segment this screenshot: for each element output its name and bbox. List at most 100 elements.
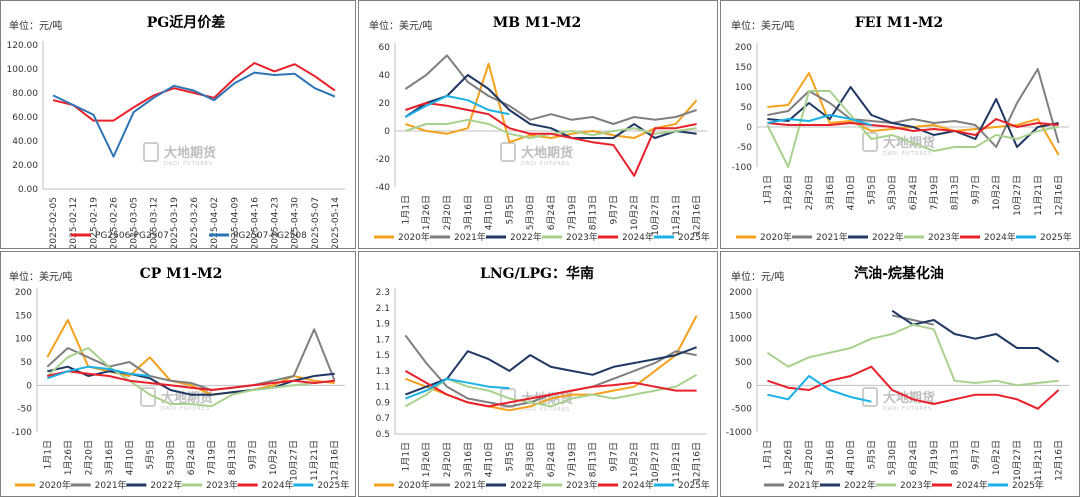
watermark-sub: DADI FUTURES	[883, 151, 932, 157]
series-line-2	[767, 68, 1060, 148]
legend-label: 2025年	[1012, 479, 1044, 491]
x-tick-label: 5月30日	[525, 195, 536, 230]
legend-label: 2022年	[510, 479, 542, 491]
x-tick-label: 1月26日	[421, 195, 432, 230]
legend-label: 2025年	[678, 479, 710, 491]
x-tick-label: 9月7日	[248, 440, 259, 469]
x-tick-label: 12月16日	[1054, 440, 1065, 481]
chart-panel-mb: MB M1-M2 单位：美元/吨 大地期货 DADI FUTURES -40 -20 0 20…	[358, 0, 718, 249]
watermark-logo-icon	[862, 132, 878, 152]
chart-panel-cp: CP M1-M2 单位：美元/吨 大地期货 DADI FUTURES -100 -50 0 5…	[0, 251, 356, 497]
y-tick-label: 0.00	[18, 185, 38, 195]
x-tick-label: 2025-04-09	[230, 197, 240, 248]
x-tick-label: 5月5日	[504, 195, 515, 224]
x-tick-label: 2025-02-05	[49, 197, 59, 248]
x-tick-label: 5月5日	[145, 440, 156, 469]
watermark-sub: DADI FUTURES	[883, 406, 932, 412]
x-tick-label: 6月24日	[546, 195, 557, 230]
y-tick-label: 500	[735, 358, 752, 368]
x-tick-label: 10月27日	[289, 440, 300, 481]
x-tick-label: 2025-03-05	[130, 197, 140, 248]
y-tick-label: 0.9	[376, 398, 391, 408]
x-tick-label: 10月2日	[268, 440, 279, 475]
x-tick-label: 3月16日	[463, 195, 474, 230]
y-tick-label: 100.00	[7, 65, 39, 75]
y-tick-label: -40	[375, 183, 390, 193]
x-tick-label: 4月10日	[846, 440, 857, 475]
x-tick-label: 7月19日	[207, 440, 218, 475]
series-line-2	[404, 54, 697, 125]
x-tick-label: 2025-03-26	[190, 197, 200, 248]
x-tick-label: 8月13日	[950, 175, 961, 210]
x-tick-label: 10月2日	[991, 175, 1002, 210]
y-tick-label: 100	[15, 335, 32, 345]
y-tick-label: 2.1	[376, 304, 390, 314]
y-tick-label: 20	[379, 99, 391, 109]
y-tick-label: 0	[384, 127, 390, 137]
x-tick-label: 8月13日	[588, 442, 599, 477]
x-tick-label: 1月1日	[762, 440, 773, 469]
watermark-sub: DADI FUTURES	[164, 161, 213, 167]
x-tick-label: 1月26日	[783, 440, 794, 475]
x-tick-label: 1月1日	[42, 440, 53, 469]
x-tick-label: 5月30日	[887, 440, 898, 475]
series-line-2	[52, 71, 336, 158]
legend-label: PG2507-PG2508	[233, 231, 307, 241]
x-tick-label: 2025-04-02	[210, 197, 220, 248]
legend-label: 2021年	[454, 231, 486, 243]
y-tick-label: 0	[746, 381, 752, 391]
x-tick-label: 1月1日	[762, 175, 773, 204]
x-tick-label: 2025-04-23	[271, 197, 281, 248]
x-tick-label: 11月21日	[309, 440, 320, 481]
x-tick-label: 5月30日	[887, 175, 898, 210]
x-tick-label: 8月13日	[950, 440, 961, 475]
x-tick-label: 3月16日	[825, 175, 836, 210]
y-tick-label: -1000	[726, 428, 752, 438]
x-tick-label: 6月24日	[546, 442, 557, 477]
series-line-6	[405, 377, 510, 400]
watermark-logo-icon	[862, 387, 878, 407]
legend-label: 2024年	[956, 479, 988, 491]
y-tick-label: 1.7	[376, 335, 390, 345]
x-tick-label: 2025-02-12	[69, 197, 79, 248]
y-tick-label: 2.3	[376, 288, 390, 298]
series-line-4	[767, 365, 1060, 410]
watermark-sub: DADI FUTURES	[521, 161, 570, 167]
watermark-logo-icon	[143, 142, 159, 162]
unit-label: 单位：美元/吨	[369, 19, 432, 32]
x-tick-label: 2月20日	[804, 440, 815, 475]
unit-label: 单位：美元/吨	[731, 19, 794, 32]
y-tick-label: -50	[737, 143, 752, 153]
x-tick-label: 2025-04-30	[291, 197, 301, 248]
y-tick-label: 60	[379, 43, 391, 53]
x-tick-label: 9月7日	[970, 175, 981, 204]
x-tick-label: 12月16日	[1054, 175, 1065, 216]
legend-label: 2023年	[566, 231, 598, 243]
legend-label: 2022年	[872, 231, 904, 243]
unit-label: 单位：元/吨	[9, 19, 62, 32]
x-tick-label: 7月19日	[929, 440, 940, 475]
x-tick-label: 2025-03-12	[150, 197, 160, 248]
x-tick-label: 7月19日	[567, 195, 578, 230]
x-tick-label: 5月5日	[504, 442, 515, 471]
x-tick-label: 2月20日	[804, 175, 815, 210]
x-tick-label: 2025-04-16	[250, 197, 260, 248]
watermark-logo-icon	[500, 142, 516, 162]
legend-label: 2020年	[398, 231, 430, 243]
series-line-6	[404, 95, 510, 118]
x-tick-label: 10月27日	[650, 195, 661, 236]
series-line-5	[767, 375, 872, 403]
legend-label: 2025年	[317, 479, 349, 491]
y-tick-label: 1000	[729, 335, 752, 345]
x-tick-label: 2025-02-19	[89, 197, 99, 248]
x-tick-label: 10月2日	[629, 195, 640, 230]
legend-label: 2025年	[678, 231, 710, 243]
x-tick-label: 10月27日	[1012, 175, 1023, 216]
series-line-5	[47, 370, 335, 391]
